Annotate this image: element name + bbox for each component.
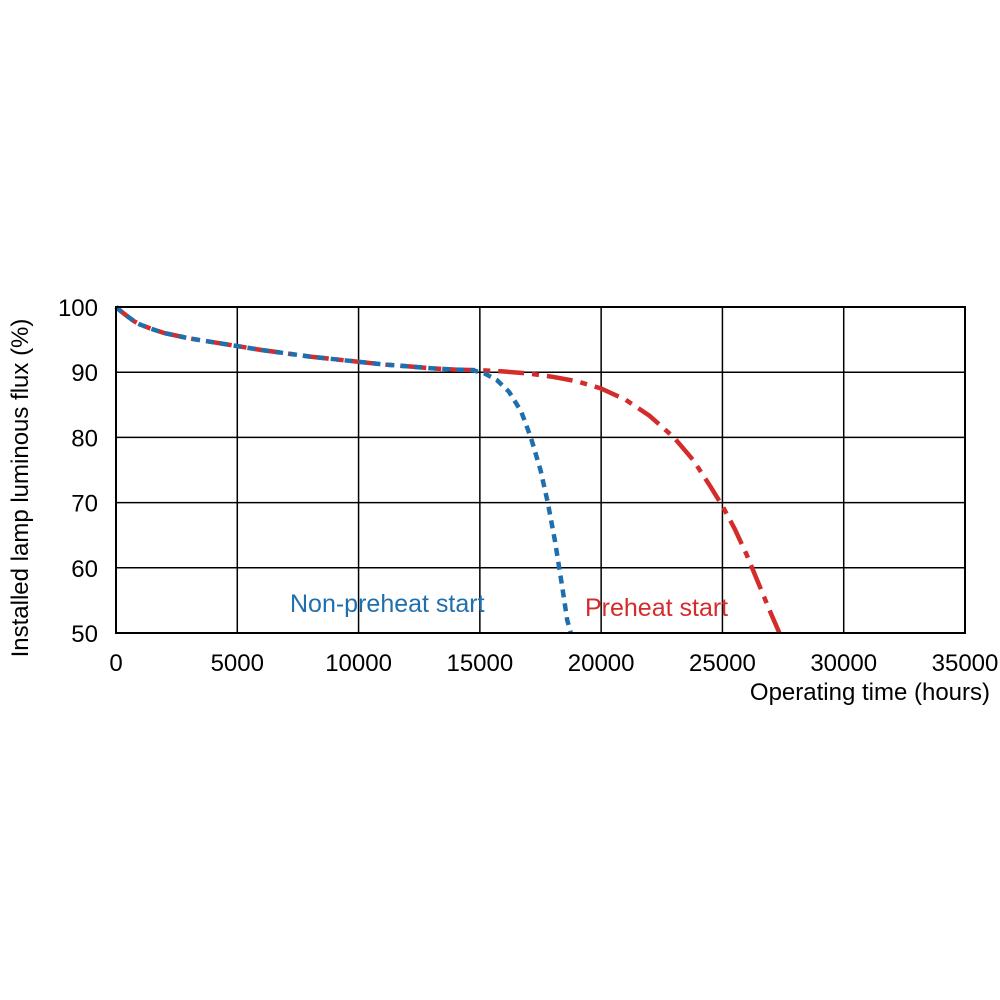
y-tick-label: 50 <box>71 621 98 648</box>
series-layer <box>114 305 782 634</box>
series-line-0 <box>114 305 573 634</box>
y-tick-label: 70 <box>71 491 98 518</box>
x-tick-label: 35000 <box>932 650 999 677</box>
x-tick-labels: 0 5000 10000 15000 20000 25000 30000 35000 <box>109 650 998 677</box>
x-tick-label: 30000 <box>810 650 877 677</box>
series-line-1 <box>114 305 782 634</box>
y-tick-label: 60 <box>71 556 98 583</box>
series-labels: Non-preheat start Preheat start <box>290 590 728 622</box>
x-tick-label: 20000 <box>568 650 635 677</box>
y-tick-label: 100 <box>58 295 98 322</box>
x-tick-label: 0 <box>109 650 122 677</box>
x-axis-title: Operating time (hours) <box>750 679 990 706</box>
series-label-0: Non-preheat start <box>290 590 485 618</box>
x-tick-label: 25000 <box>689 650 756 677</box>
y-tick-label: 80 <box>71 425 98 452</box>
series-label-1: Preheat start <box>585 594 728 622</box>
x-tick-label: 15000 <box>446 650 513 677</box>
y-tick-label: 90 <box>71 360 98 387</box>
x-tick-label: 5000 <box>211 650 264 677</box>
y-tick-labels: 50 60 70 80 90 100 <box>58 295 98 648</box>
plot-frame <box>115 306 966 634</box>
x-tick-label: 10000 <box>325 650 392 677</box>
y-axis-title: Installed lamp luminous flux (%) <box>7 319 34 658</box>
